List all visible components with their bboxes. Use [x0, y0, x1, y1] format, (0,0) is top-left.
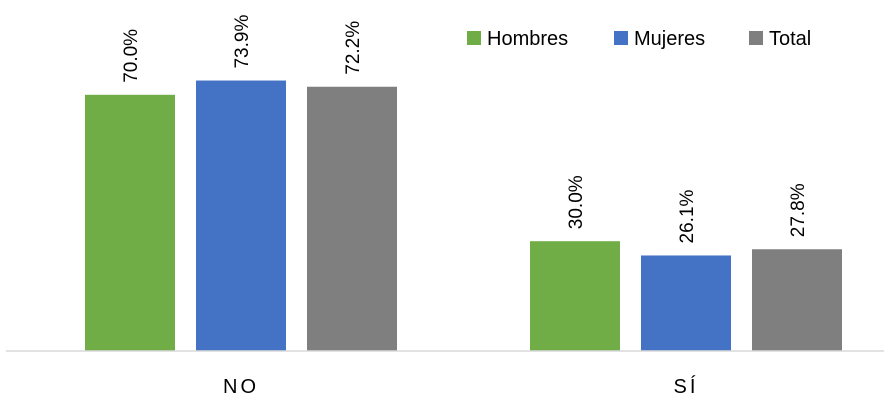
data-labels-group: 70.0% 73.9% 72.2% 30.0% 26.1% 27.8% — [121, 15, 809, 244]
bar-mujeres-si — [641, 255, 731, 351]
legend: Hombres Mujeres Total — [467, 28, 811, 50]
data-label-hombres-no: 70.0% — [121, 29, 142, 83]
data-label-total-no: 72.2% — [343, 21, 364, 75]
bar-total-si — [752, 249, 842, 351]
data-label-total-si: 27.8% — [788, 183, 809, 237]
legend-swatch-mujeres — [614, 31, 628, 45]
data-label-mujeres-no: 73.9% — [232, 15, 253, 69]
x-tick-label-si: SÍ — [674, 375, 699, 398]
x-tick-labels-group: NO SÍ — [223, 375, 699, 398]
data-label-mujeres-si: 26.1% — [677, 189, 698, 243]
legend-label-hombres: Hombres — [487, 28, 568, 50]
legend-label-mujeres: Mujeres — [634, 28, 705, 50]
data-label-hombres-si: 30.0% — [566, 175, 587, 229]
bar-hombres-no — [85, 94, 175, 352]
legend-label-total: Total — [769, 28, 811, 50]
bars-group — [85, 80, 842, 352]
bar-hombres-si — [530, 241, 620, 351]
legend-swatch-total — [749, 31, 763, 45]
bar-total-no — [307, 86, 397, 352]
legend-swatch-hombres — [467, 31, 481, 45]
x-tick-label-no: NO — [223, 376, 259, 398]
bar-mujeres-no — [196, 80, 286, 351]
